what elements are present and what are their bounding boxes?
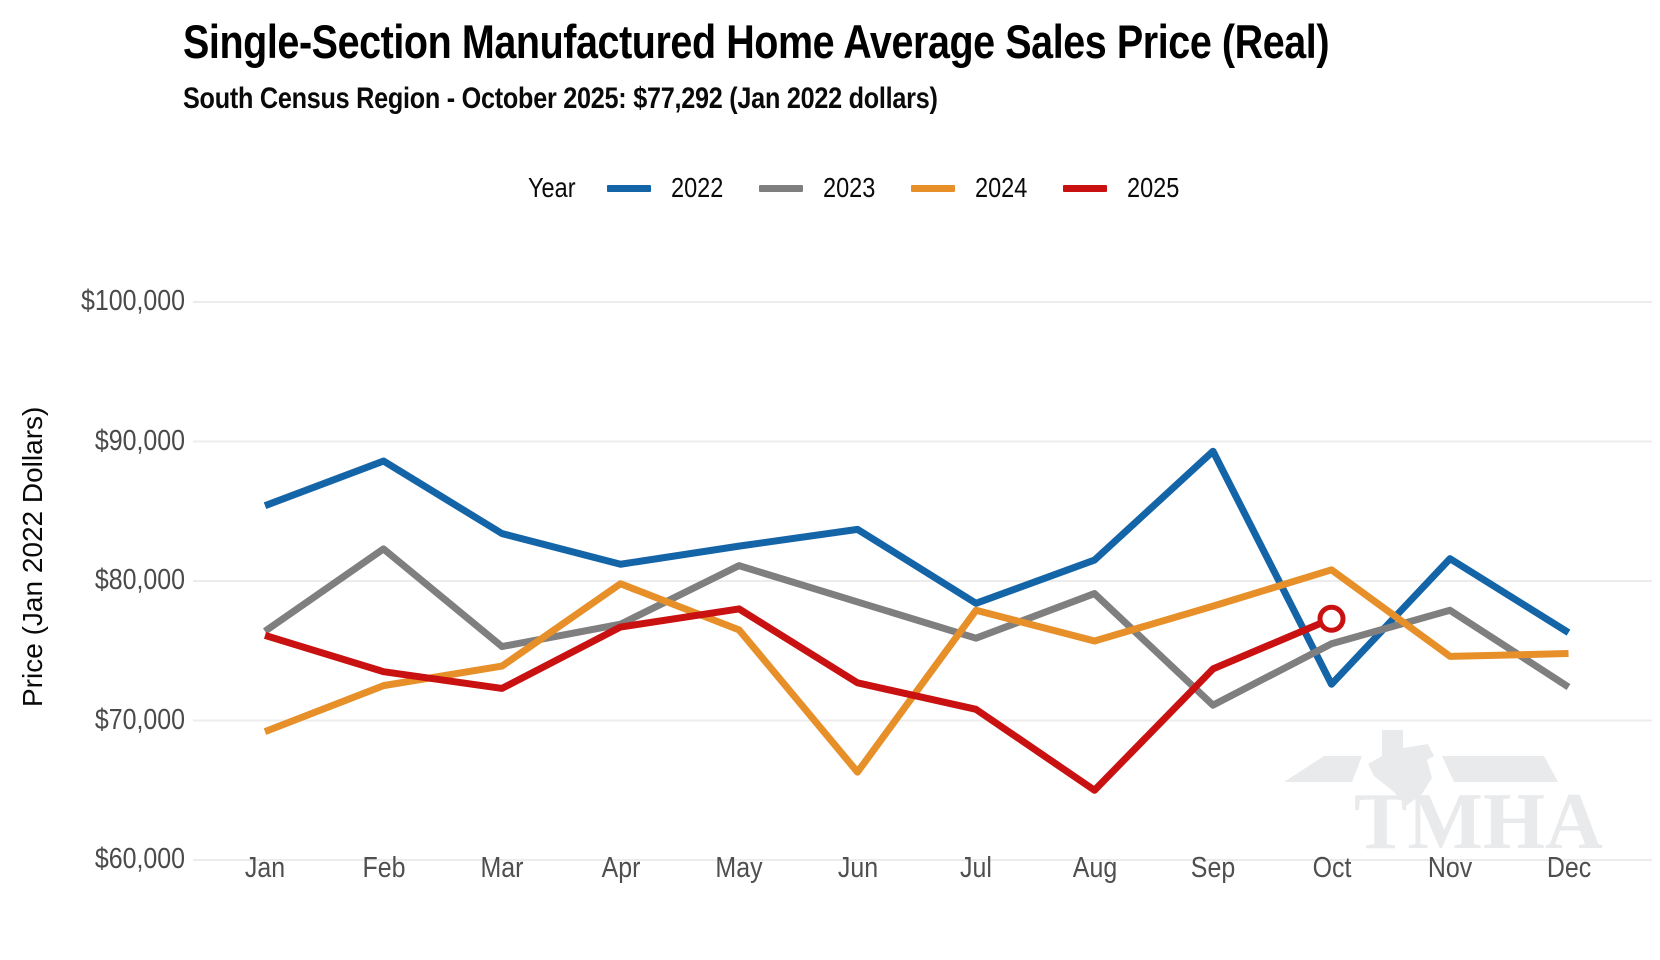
legend-label: 2022 <box>670 172 723 203</box>
chart-subtitle: South Census Region - October 2025: $77,… <box>183 82 1081 116</box>
x-tick-label: Apr <box>601 852 640 884</box>
legend: Year 2022 2023 2024 2025 <box>528 172 1190 204</box>
x-tick-label: Jan <box>244 852 286 884</box>
chart-title: Single-Section Manufactured Home Average… <box>183 14 1547 69</box>
watermark-text: TMHA <box>1354 778 1603 856</box>
x-tick-label: Aug <box>1072 852 1117 884</box>
legend-label: 2024 <box>975 172 1028 203</box>
legend-swatch-2025 <box>1063 184 1108 192</box>
x-tick-label: Dec <box>1546 852 1591 884</box>
x-tick-label: Nov <box>1427 852 1473 884</box>
legend-swatch-2023 <box>758 184 803 192</box>
legend-title: Year <box>528 172 585 204</box>
tmha-watermark: TMHA <box>1284 730 1603 856</box>
legend-label: 2025 <box>1127 172 1180 203</box>
y-tick-label: $100,000 <box>80 285 185 317</box>
x-tick-label: Sep <box>1190 852 1236 884</box>
x-tick-label: Oct <box>1312 852 1351 884</box>
legend-entry-2025: 2025 <box>1063 172 1189 204</box>
watermark-roof-right <box>1442 756 1558 782</box>
y-tick-label: $60,000 <box>94 843 185 875</box>
legend-swatch-2024 <box>911 184 956 192</box>
chart-title-text: Single-Section Manufactured Home Average… <box>183 15 1330 68</box>
x-tick-label: Mar <box>480 852 524 884</box>
series-line-2022 <box>263 447 1571 688</box>
y-tick-label: $70,000 <box>94 703 185 736</box>
x-tick-label: Feb <box>362 852 405 884</box>
x-tick-label: Jun <box>837 852 878 884</box>
legend-entry-2024: 2024 <box>911 172 1037 204</box>
x-tick-label: May <box>715 852 763 884</box>
legend-title-text: Year <box>528 172 576 203</box>
y-tick-label: $90,000 <box>94 424 185 457</box>
series-line-2024 <box>263 566 1569 776</box>
legend-entry-2023: 2023 <box>758 172 885 204</box>
watermark-texas-icon <box>1368 730 1434 806</box>
legend-entries: 2022 2023 2024 2025 <box>606 172 1190 204</box>
legend-label: 2023 <box>822 172 876 203</box>
series-line-2025 <box>263 605 1333 794</box>
chart-subtitle-text: South Census Region - October 2025: $77,… <box>183 82 938 115</box>
latest-point-marker <box>1317 604 1346 633</box>
legend-swatch-2022 <box>606 184 651 192</box>
series-line-2023 <box>263 545 1571 709</box>
y-tick-label: $80,000 <box>94 564 185 596</box>
legend-entry-2022: 2022 <box>606 172 733 204</box>
x-tick-label: Jul <box>960 852 992 884</box>
watermark-roof-left <box>1284 756 1362 782</box>
